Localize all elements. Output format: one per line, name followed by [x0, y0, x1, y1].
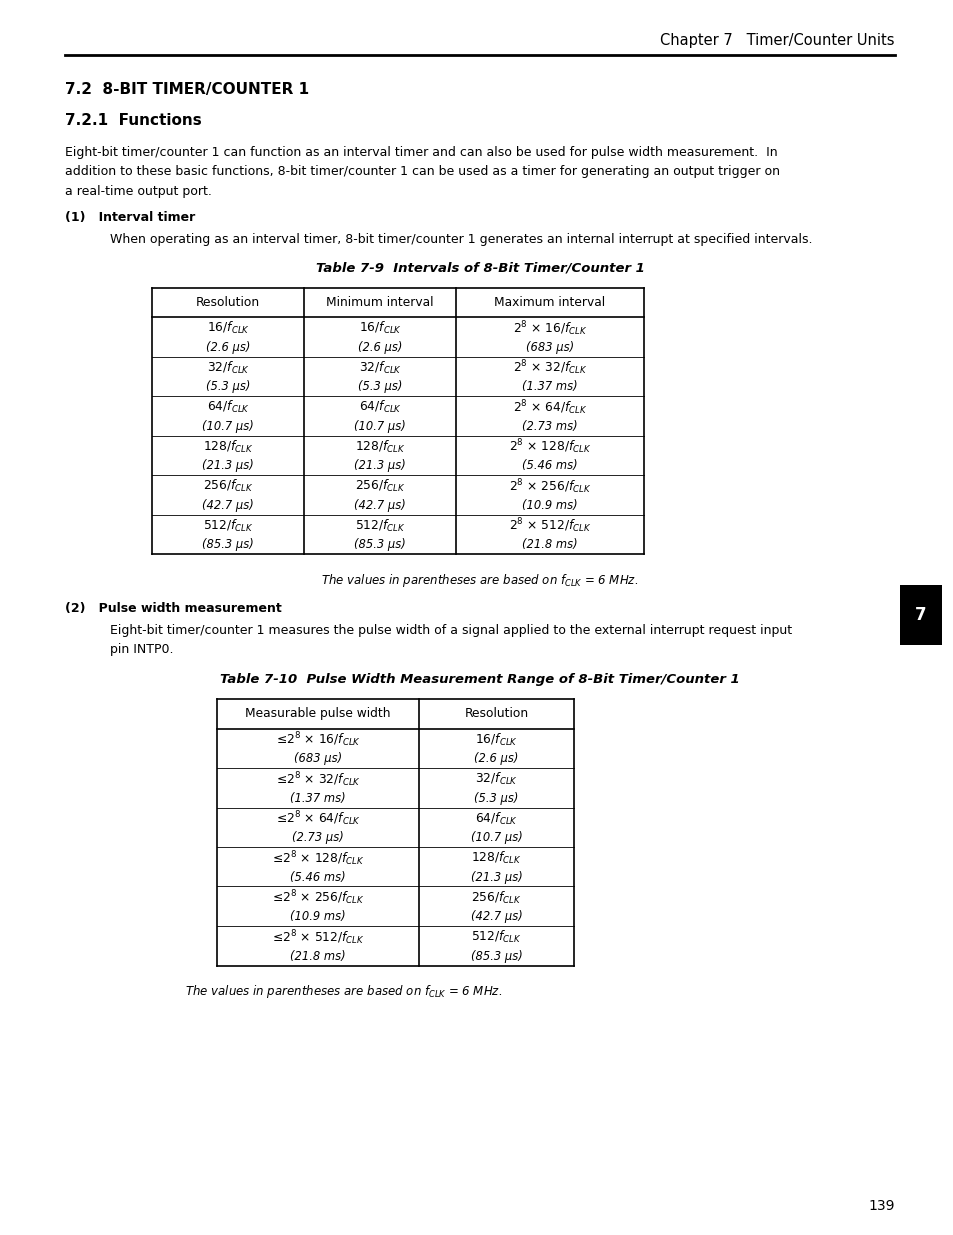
Text: (42.7 μs): (42.7 μs) — [354, 499, 405, 511]
Bar — [899, 585, 941, 645]
Text: 64/$f_{CLK}$: 64/$f_{CLK}$ — [358, 399, 401, 415]
Text: (683 μs): (683 μs) — [525, 341, 574, 353]
Text: (85.3 μs): (85.3 μs) — [202, 538, 253, 551]
Text: 7: 7 — [914, 606, 926, 624]
Text: (2.73 ms): (2.73 ms) — [521, 420, 578, 432]
Text: (2.73 μs): (2.73 μs) — [292, 831, 343, 845]
Text: $2^8$ × 128/$f_{CLK}$: $2^8$ × 128/$f_{CLK}$ — [508, 437, 591, 456]
Text: (21.8 ms): (21.8 ms) — [290, 950, 345, 963]
Text: (42.7 μs): (42.7 μs) — [202, 499, 253, 511]
Text: (10.9 ms): (10.9 ms) — [290, 910, 345, 924]
Text: ≤2$^8$ × 16/$f_{CLK}$: ≤2$^8$ × 16/$f_{CLK}$ — [275, 730, 360, 750]
Text: Measurable pulse width: Measurable pulse width — [245, 708, 391, 720]
Text: (21.3 μs): (21.3 μs) — [354, 459, 405, 472]
Text: (1.37 ms): (1.37 ms) — [521, 380, 578, 393]
Text: ≤2$^8$ × 128/$f_{CLK}$: ≤2$^8$ × 128/$f_{CLK}$ — [272, 848, 364, 868]
Text: The values in parentheses are based on $f_{CLK}$ = 6 MHz.: The values in parentheses are based on $… — [321, 572, 638, 589]
Text: 64/$f_{CLK}$: 64/$f_{CLK}$ — [475, 810, 517, 826]
Text: (42.7 μs): (42.7 μs) — [470, 910, 522, 924]
Text: 139: 139 — [867, 1199, 894, 1213]
Text: (2.6 μs): (2.6 μs) — [357, 341, 402, 353]
Text: (5.46 ms): (5.46 ms) — [521, 459, 578, 472]
Text: $2^8$ × 16/$f_{CLK}$: $2^8$ × 16/$f_{CLK}$ — [512, 319, 587, 337]
Text: $2^8$ × 32/$f_{CLK}$: $2^8$ × 32/$f_{CLK}$ — [512, 358, 587, 377]
Text: 256/$f_{CLK}$: 256/$f_{CLK}$ — [202, 478, 253, 494]
Text: (10.7 μs): (10.7 μs) — [470, 831, 522, 845]
Text: Table 7-10  Pulse Width Measurement Range of 8-Bit Timer/Counter 1: Table 7-10 Pulse Width Measurement Range… — [220, 673, 740, 685]
Text: 7.2  8-BIT TIMER/COUNTER 1: 7.2 8-BIT TIMER/COUNTER 1 — [65, 82, 309, 98]
Text: $2^8$ × 256/$f_{CLK}$: $2^8$ × 256/$f_{CLK}$ — [508, 477, 591, 495]
Text: $2^8$ × 512/$f_{CLK}$: $2^8$ × 512/$f_{CLK}$ — [508, 516, 591, 535]
Text: When operating as an interval timer, 8-bit timer/counter 1 generates an internal: When operating as an interval timer, 8-b… — [110, 233, 812, 247]
Text: $2^8$ × 64/$f_{CLK}$: $2^8$ × 64/$f_{CLK}$ — [512, 398, 587, 416]
Text: 32/$f_{CLK}$: 32/$f_{CLK}$ — [358, 359, 401, 375]
Text: 32/$f_{CLK}$: 32/$f_{CLK}$ — [206, 359, 249, 375]
Text: (2.6 μs): (2.6 μs) — [206, 341, 250, 353]
Text: (21.3 μs): (21.3 μs) — [202, 459, 253, 472]
Text: 128/$f_{CLK}$: 128/$f_{CLK}$ — [355, 438, 405, 454]
Text: pin INTP0.: pin INTP0. — [110, 643, 173, 657]
Text: 64/$f_{CLK}$: 64/$f_{CLK}$ — [206, 399, 249, 415]
Text: (10.7 μs): (10.7 μs) — [202, 420, 253, 432]
Text: a real-time output port.: a real-time output port. — [65, 185, 212, 198]
Text: (2)   Pulse width measurement: (2) Pulse width measurement — [65, 601, 281, 615]
Text: The values in parentheses are based on $f_{CLK}$ = 6 MHz.: The values in parentheses are based on $… — [185, 983, 501, 1000]
Text: (683 μs): (683 μs) — [294, 752, 342, 766]
Text: Eight-bit timer/counter 1 measures the pulse width of a signal applied to the ex: Eight-bit timer/counter 1 measures the p… — [110, 624, 791, 637]
Text: 16/$f_{CLK}$: 16/$f_{CLK}$ — [358, 320, 401, 336]
Text: Eight-bit timer/counter 1 can function as an interval timer and can also be used: Eight-bit timer/counter 1 can function a… — [65, 146, 777, 159]
Text: 16/$f_{CLK}$: 16/$f_{CLK}$ — [206, 320, 249, 336]
Text: (10.7 μs): (10.7 μs) — [354, 420, 405, 432]
Text: (5.3 μs): (5.3 μs) — [474, 792, 518, 805]
Text: (5.46 ms): (5.46 ms) — [290, 871, 345, 884]
Text: (10.9 ms): (10.9 ms) — [521, 499, 578, 511]
Text: Resolution: Resolution — [464, 708, 528, 720]
Text: 256/$f_{CLK}$: 256/$f_{CLK}$ — [471, 889, 521, 905]
Text: ≤2$^8$ × 32/$f_{CLK}$: ≤2$^8$ × 32/$f_{CLK}$ — [275, 769, 360, 789]
Text: 128/$f_{CLK}$: 128/$f_{CLK}$ — [471, 850, 521, 866]
Text: (1)   Interval timer: (1) Interval timer — [65, 211, 195, 225]
Text: 128/$f_{CLK}$: 128/$f_{CLK}$ — [202, 438, 253, 454]
Text: ≤2$^8$ × 64/$f_{CLK}$: ≤2$^8$ × 64/$f_{CLK}$ — [275, 809, 360, 829]
Text: (85.3 μs): (85.3 μs) — [470, 950, 522, 963]
Text: Maximum interval: Maximum interval — [494, 295, 605, 309]
Text: Resolution: Resolution — [195, 295, 260, 309]
Text: 7.2.1  Functions: 7.2.1 Functions — [65, 112, 201, 128]
Text: 512/$f_{CLK}$: 512/$f_{CLK}$ — [355, 517, 405, 534]
Text: (5.3 μs): (5.3 μs) — [206, 380, 250, 393]
Text: 32/$f_{CLK}$: 32/$f_{CLK}$ — [475, 771, 517, 787]
Text: ≤2$^8$ × 256/$f_{CLK}$: ≤2$^8$ × 256/$f_{CLK}$ — [272, 888, 364, 906]
Text: (85.3 μs): (85.3 μs) — [354, 538, 405, 551]
Text: (21.3 μs): (21.3 μs) — [470, 871, 522, 884]
Text: Minimum interval: Minimum interval — [326, 295, 434, 309]
Text: Chapter 7   Timer/Counter Units: Chapter 7 Timer/Counter Units — [659, 33, 894, 48]
Text: addition to these basic functions, 8-bit timer/counter 1 can be used as a timer : addition to these basic functions, 8-bit… — [65, 165, 780, 179]
Text: (1.37 ms): (1.37 ms) — [290, 792, 345, 805]
Text: (21.8 ms): (21.8 ms) — [521, 538, 578, 551]
Text: Table 7-9  Intervals of 8-Bit Timer/Counter 1: Table 7-9 Intervals of 8-Bit Timer/Count… — [315, 262, 644, 274]
Text: 16/$f_{CLK}$: 16/$f_{CLK}$ — [475, 731, 517, 748]
Text: ≤2$^8$ × 512/$f_{CLK}$: ≤2$^8$ × 512/$f_{CLK}$ — [272, 927, 364, 946]
Text: (5.3 μs): (5.3 μs) — [357, 380, 402, 393]
Text: 256/$f_{CLK}$: 256/$f_{CLK}$ — [355, 478, 405, 494]
Text: 512/$f_{CLK}$: 512/$f_{CLK}$ — [471, 929, 521, 945]
Text: 512/$f_{CLK}$: 512/$f_{CLK}$ — [202, 517, 253, 534]
Text: (2.6 μs): (2.6 μs) — [474, 752, 518, 766]
